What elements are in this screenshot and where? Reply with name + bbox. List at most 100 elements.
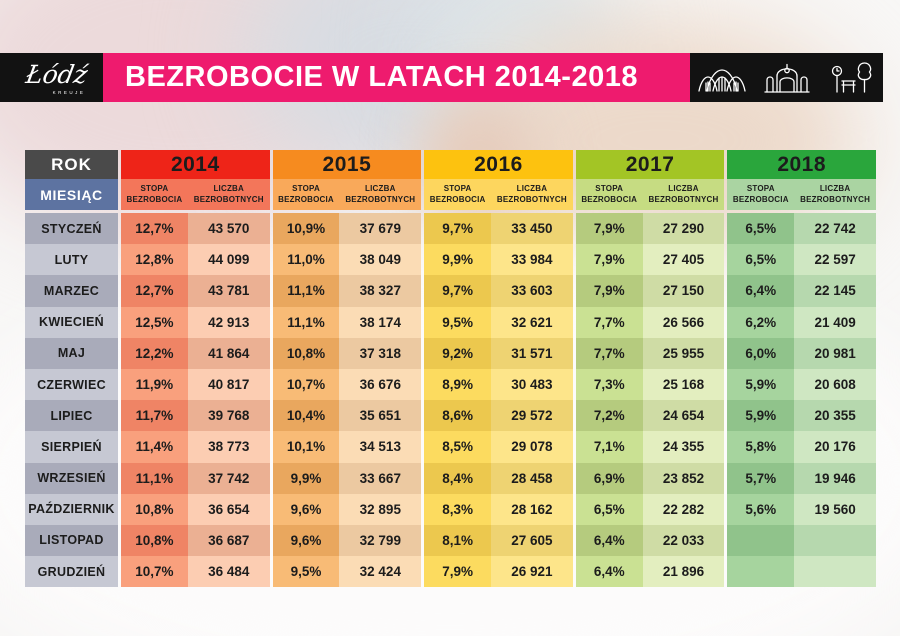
data-row: 7,9% 27 290 <box>575 213 725 245</box>
data-row: 11,1% 38 174 <box>272 306 422 338</box>
data-row: 9,2% 31 571 <box>424 337 573 369</box>
data-row: 10,8% 36 687 <box>121 524 270 557</box>
miesiac-header: MIESIĄC <box>25 179 118 210</box>
count-cell: 20 608 <box>794 368 876 401</box>
rate-cell: 8,4% <box>424 462 492 494</box>
data-row: 6,9% 23 852 <box>575 462 725 494</box>
data-row: 9,7% 33 450 <box>424 213 573 245</box>
year-group-2018: 2018 STOPA BEZROBOCIA LICZBA BEZROBOTNYCH 6,5… <box>727 150 876 588</box>
rok-header: ROK <box>25 150 118 179</box>
rate-cell: 9,7% <box>424 213 492 245</box>
rate-cell: 8,3% <box>424 493 492 525</box>
count-cell: 32 799 <box>339 524 422 557</box>
data-row: 7,9% 27 150 <box>575 275 725 307</box>
rate-cell: 8,9% <box>424 368 492 401</box>
label-line: BEZROBOCIA <box>278 194 334 204</box>
month-cell: SIERPIEŃ <box>25 431 118 463</box>
rate-cell: 12,7% <box>121 275 188 307</box>
stopa-bezrobocia-label: STOPA BEZROBOCIA <box>424 179 492 210</box>
label-line: LICZBA <box>819 184 851 194</box>
rate-cell: 6,4% <box>575 556 643 588</box>
data-row: 12,7% 43 781 <box>121 275 270 307</box>
title-banner: BEZROBOCIE W LATACH 2014-2018 <box>103 53 690 102</box>
count-cell: 36 654 <box>187 493 270 525</box>
liczba-bezrobotnych-label: LICZBA BEZROBOTNYCH <box>794 179 876 210</box>
count-cell: 38 174 <box>339 306 422 338</box>
rate-cell: 11,9% <box>121 368 188 401</box>
count-cell: 33 984 <box>491 244 573 276</box>
data-row: 11,0% 38 049 <box>272 244 422 276</box>
label-line: STOPA <box>595 184 624 194</box>
count-cell: 37 742 <box>187 462 270 494</box>
lodz-city-logo-icon: Łódź KREUJE <box>22 60 90 95</box>
count-cell: 36 676 <box>339 368 422 401</box>
rate-cell: 7,9% <box>575 213 643 245</box>
rate-cell: 6,9% <box>575 462 643 494</box>
data-row: 7,1% 24 355 <box>575 431 725 463</box>
data-row: 9,6% 32 895 <box>272 493 422 525</box>
rate-cell: 11,1% <box>272 275 340 307</box>
count-cell: 36 687 <box>187 524 270 557</box>
label-line: STOPA <box>746 184 775 194</box>
label-line: BEZROBOCIA <box>732 194 789 204</box>
rate-cell: 12,5% <box>121 306 188 338</box>
label-line: BEZROBOTNYCH <box>193 194 264 204</box>
data-row: 6,2% 21 409 <box>727 306 876 338</box>
rate-cell: 5,9% <box>727 368 795 401</box>
count-cell: 33 667 <box>339 462 422 494</box>
month-cell: LUTY <box>25 244 118 276</box>
count-cell: 26 921 <box>491 556 573 588</box>
liczba-bezrobotnych-label: LICZBA BEZROBOTNYCH <box>339 179 422 210</box>
count-cell: 19 946 <box>794 462 876 494</box>
count-cell: 37 318 <box>339 337 422 369</box>
rate-cell: 12,8% <box>121 244 188 276</box>
count-cell: 35 651 <box>339 400 422 432</box>
logo-script-text: Łódź <box>22 60 90 89</box>
rate-cell: 10,9% <box>272 213 340 245</box>
data-row: 12,5% 42 913 <box>121 306 270 338</box>
year-group-2016: 2016 STOPA BEZROBOCIA LICZBA BEZROBOTNYCH 9,7… <box>424 150 573 588</box>
data-row: 7,9% 26 921 <box>424 556 573 588</box>
liczba-bezrobotnych-label: LICZBA BEZROBOTNYCH <box>187 179 270 210</box>
stopa-bezrobocia-label: STOPA BEZROBOCIA <box>727 179 795 210</box>
metric-subheader-row: STOPA BEZROBOCIA LICZBA BEZROBOTNYCH <box>272 179 422 210</box>
metric-subheader-row: STOPA BEZROBOCIA LICZBA BEZROBOTNYCH <box>121 179 270 210</box>
rate-cell: 10,7% <box>121 556 188 588</box>
metric-subheader-row: STOPA BEZROBOCIA LICZBA BEZROBOTNYCH <box>575 179 725 210</box>
month-cell: STYCZEŃ <box>25 213 118 245</box>
rate-cell: 11,4% <box>121 431 188 463</box>
rate-cell <box>727 524 795 557</box>
lodz-logo-box: Łódź KREUJE <box>0 53 103 102</box>
data-row: 11,7% 39 768 <box>121 400 270 432</box>
metric-subheader-row: STOPA BEZROBOCIA LICZBA BEZROBOTNYCH <box>727 179 876 210</box>
count-cell: 39 768 <box>187 400 270 432</box>
data-row: 9,6% 32 799 <box>272 524 422 557</box>
data-row: 10,8% 36 654 <box>121 493 270 525</box>
label-line: LICZBA <box>516 184 548 194</box>
count-cell: 29 078 <box>491 431 573 463</box>
label-line: BEZROBOTNYCH <box>800 194 871 204</box>
count-cell: 31 571 <box>491 337 573 369</box>
data-row: 7,3% 25 168 <box>575 368 725 401</box>
rate-cell: 8,5% <box>424 431 492 463</box>
rate-cell: 6,4% <box>575 524 643 557</box>
count-cell: 22 282 <box>642 493 725 525</box>
count-cell: 32 621 <box>491 306 573 338</box>
liczba-bezrobotnych-label: LICZBA BEZROBOTNYCH <box>642 179 725 210</box>
rate-cell: 7,7% <box>575 337 643 369</box>
rate-cell: 6,0% <box>727 337 795 369</box>
rate-cell: 7,1% <box>575 431 643 463</box>
data-row: 9,9% 33 667 <box>272 462 422 494</box>
rate-cell: 11,0% <box>272 244 340 276</box>
rate-cell: 6,4% <box>727 275 795 307</box>
year-group-2017: 2017 STOPA BEZROBOCIA LICZBA BEZROBOTNYCH 7,9… <box>575 150 725 588</box>
data-row: 6,5% 22 282 <box>575 493 725 525</box>
arched-canopies-landmark-icon <box>697 68 746 92</box>
data-row: 6,4% 21 896 <box>575 556 725 588</box>
stopa-bezrobocia-label: STOPA BEZROBOCIA <box>121 179 188 210</box>
data-row: 7,7% 26 566 <box>575 306 725 338</box>
data-row: 11,1% 38 327 <box>272 275 422 307</box>
data-row: 12,8% 44 099 <box>121 244 270 276</box>
rate-cell: 5,8% <box>727 431 795 463</box>
year-header: 2016 <box>424 150 573 179</box>
